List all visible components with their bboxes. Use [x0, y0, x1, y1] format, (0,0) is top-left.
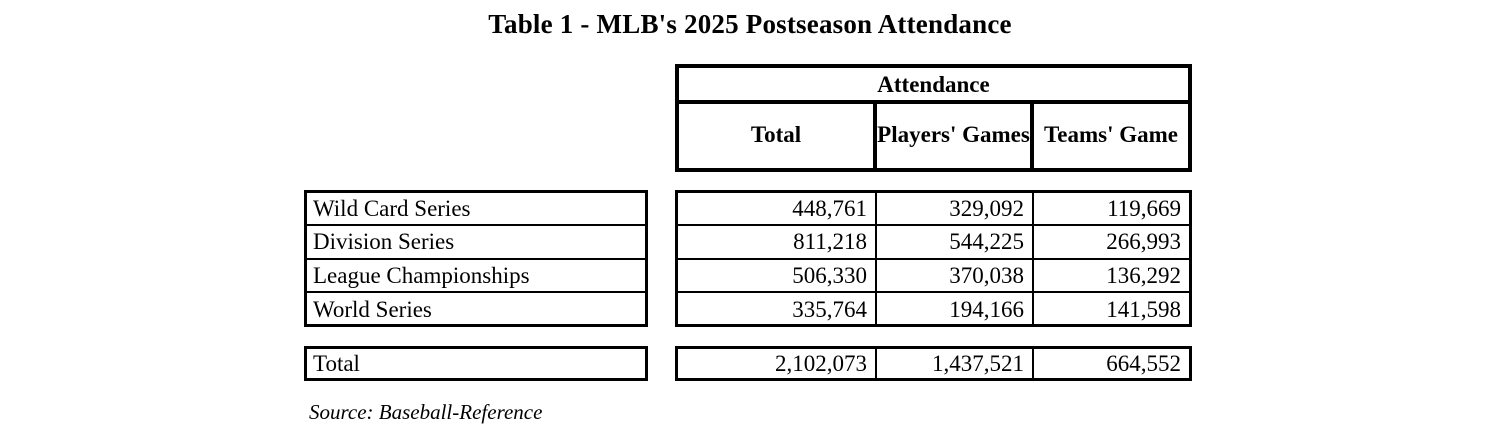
- cell-teams-game: 136,292: [1106, 262, 1181, 288]
- table-row-label: World Series: [313, 296, 432, 322]
- cell-total: 335,764: [678, 292, 877, 326]
- table-row-label: Wild Card Series: [307, 193, 645, 227]
- table-row: 506,330 370,038 136,292: [678, 259, 1189, 293]
- cell-players-games: 194,166: [877, 292, 1034, 326]
- total-row-label: Total: [304, 346, 648, 381]
- cell-players-games: 544,225: [877, 226, 1034, 258]
- table-row: 335,764 194,166 141,598: [678, 292, 1189, 326]
- cell-teams-game: 119,669: [1107, 196, 1181, 222]
- cell-teams-game: 266,993: [1106, 229, 1181, 255]
- total-cell-players-games: 1,437,521: [877, 349, 1034, 378]
- header-group-row: Attendance: [679, 68, 1188, 104]
- column-header-players-games: Players' Games: [877, 104, 1034, 168]
- cell-total: 506,330: [678, 259, 877, 291]
- cell-total: 811,218: [678, 226, 877, 258]
- cell-teams-game: 141,598: [1106, 296, 1181, 322]
- row-labels-block: Wild Card Series Division Series League …: [304, 190, 648, 327]
- table-row: 448,761 329,092 119,669: [678, 193, 1189, 227]
- table-row: 811,218 544,225 266,993: [678, 226, 1189, 260]
- header-columns-row: Total Players' Games Teams' Game: [679, 104, 1188, 168]
- page-title: Table 1 - MLB's 2025 Postseason Attendan…: [488, 9, 1012, 39]
- cell-players-games: 329,092: [877, 193, 1034, 225]
- table-data-block: 448,761 329,092 119,669 811,218 544,225 …: [675, 190, 1192, 327]
- column-header-total: Total: [679, 104, 877, 168]
- total-cell-teams-game: 664,552: [1106, 351, 1181, 376]
- cell-total: 448,761: [678, 193, 877, 225]
- cell-players-games: 370,038: [877, 259, 1034, 291]
- header-group-label: Attendance: [877, 71, 990, 97]
- source-note: Source: Baseball-Reference: [309, 400, 543, 424]
- total-row-data-block: 2,102,073 1,437,521 664,552: [675, 346, 1192, 381]
- total-cell-total: 2,102,073: [678, 349, 877, 378]
- table-header-block: Attendance Total Players' Games Teams' G…: [675, 64, 1192, 172]
- column-header-teams-game: Teams' Game: [1044, 121, 1178, 147]
- table-row-label: Division Series: [307, 226, 645, 260]
- table-row-label: League Championships: [307, 260, 645, 293]
